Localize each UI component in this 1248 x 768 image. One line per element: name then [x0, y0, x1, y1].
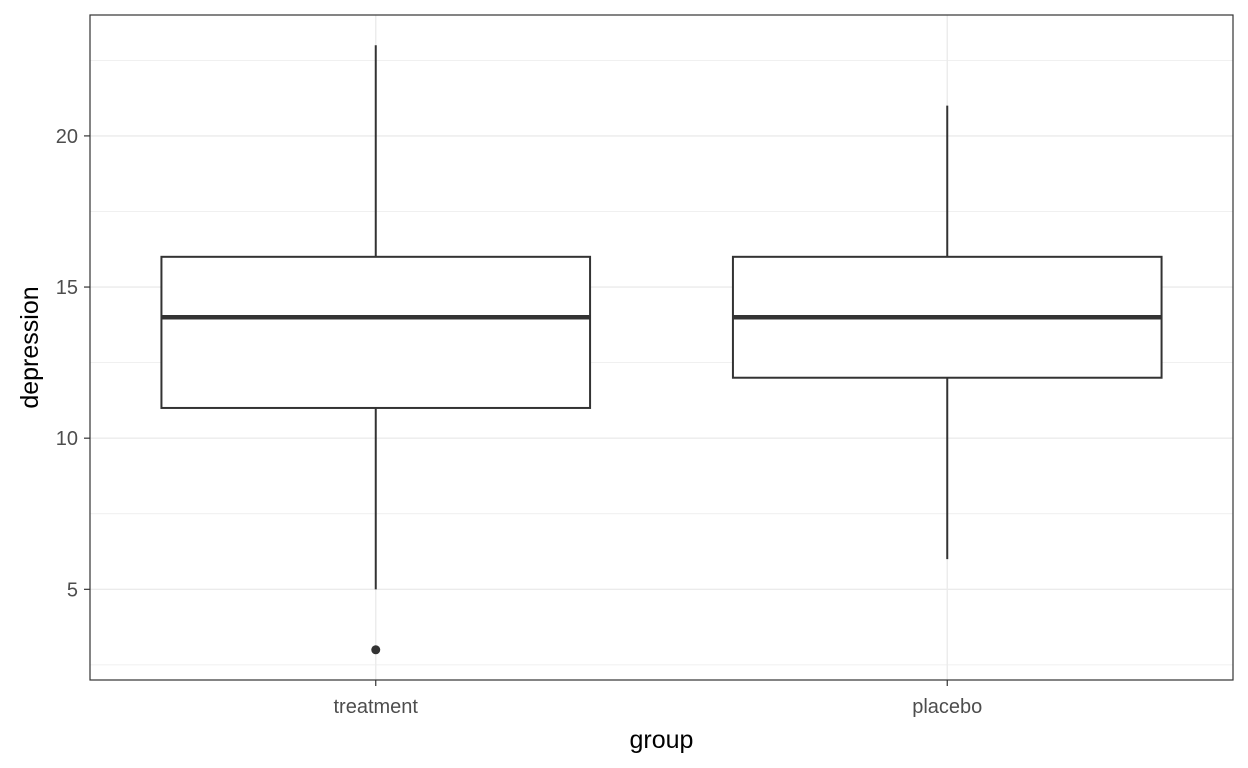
x-axis-title: group: [630, 726, 694, 754]
y-tick-label: 5: [67, 579, 78, 601]
y-tick-label: 20: [56, 126, 78, 148]
axes: 5 10 15 20 treatment placebo: [56, 126, 983, 718]
panel-border: [89, 14, 1234, 681]
x-tick-label: placebo: [912, 696, 982, 718]
y-axis-title: depression: [16, 286, 44, 408]
box-body: [160, 255, 592, 409]
boxes: [160, 45, 1163, 655]
y-tick-label: 15: [56, 277, 78, 299]
box-placebo: [731, 105, 1163, 560]
y-tick-label: 10: [56, 428, 78, 450]
outlier-point: [371, 645, 381, 655]
x-tick-label: treatment: [334, 696, 419, 718]
box-treatment: [160, 45, 592, 655]
